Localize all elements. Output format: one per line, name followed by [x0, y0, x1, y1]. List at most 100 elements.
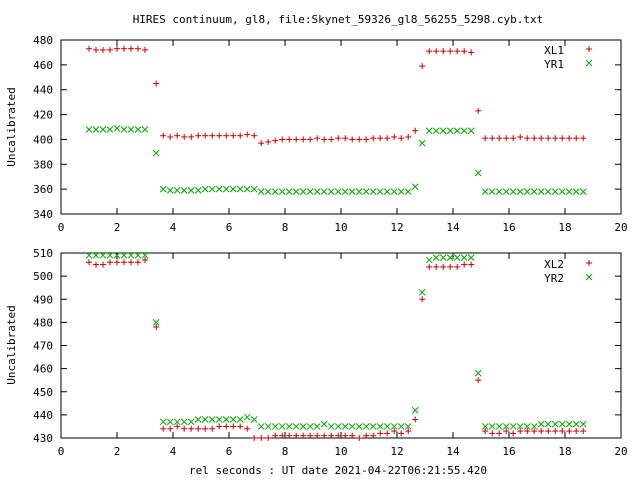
data-point-xl2: [314, 432, 321, 439]
data-point-yr2: [243, 413, 251, 421]
y-tick-label: 450: [33, 386, 53, 399]
data-point-xl1: [209, 132, 216, 139]
data-point-xl2: [552, 428, 559, 435]
data-point-yr1: [425, 127, 433, 135]
data-point-xl2: [482, 428, 489, 435]
data-point-xl2: [293, 432, 300, 439]
data-point-yr2: [327, 423, 335, 430]
data-point-xl2: [100, 261, 106, 268]
data-point-yr1: [134, 126, 142, 133]
data-point-yr2: [229, 416, 237, 423]
data-point-xl2: [321, 432, 328, 439]
data-point-xl1: [447, 48, 454, 55]
data-point-yr2: [271, 423, 279, 430]
data-point-xl1: [202, 132, 209, 139]
data-point-yr1: [432, 127, 440, 135]
data-point-xl1: [216, 132, 223, 139]
data-point-yr2: [376, 423, 384, 430]
data-point-xl1: [398, 135, 405, 142]
y-tick-label: 500: [33, 270, 53, 283]
data-point-xl1: [237, 132, 244, 139]
data-point-yr2: [474, 369, 482, 377]
panel-top-legend: XL1 YR1: [544, 44, 593, 71]
data-point-xl2: [559, 428, 566, 435]
data-point-yr2: [579, 420, 587, 428]
data-point-yr2: [530, 423, 538, 430]
data-point-xl2: [377, 430, 384, 437]
data-point-xl1: [328, 136, 335, 143]
data-point-xl2: [174, 423, 181, 430]
data-point-yr2: [127, 251, 135, 259]
data-point-xl2: [384, 430, 391, 437]
data-point-yr1: [222, 185, 230, 193]
data-point-xl2: [128, 259, 134, 266]
x-tick-label: 18: [558, 221, 571, 234]
data-point-yr2: [565, 420, 573, 428]
data-point-yr1: [292, 188, 300, 195]
data-point-yr1: [481, 188, 489, 195]
data-point-yr2: [488, 423, 496, 430]
legend-marker-yr2: [585, 273, 593, 281]
data-point-yr2: [99, 251, 107, 259]
data-point-xl2: [426, 263, 433, 270]
data-point-xl2: [489, 430, 496, 437]
data-point-xl2: [328, 432, 335, 439]
data-point-xl2: [391, 428, 398, 435]
data-point-xl1: [114, 45, 120, 52]
data-point-yr2: [113, 251, 121, 259]
data-point-yr1: [397, 188, 405, 195]
data-point-xl2: [419, 296, 426, 303]
data-point-yr1: [467, 127, 475, 135]
data-point-yr2: [215, 416, 223, 423]
data-point-yr1: [488, 188, 496, 195]
data-point-yr2: [481, 423, 489, 430]
data-point-yr2: [278, 423, 286, 430]
data-point-yr2: [222, 416, 230, 423]
data-point-xl2: [160, 425, 167, 432]
data-point-yr1: [173, 187, 181, 194]
data-point-yr2: [509, 423, 517, 430]
data-point-xl1: [370, 135, 377, 142]
data-point-yr2: [446, 254, 454, 261]
data-point-xl2: [142, 256, 148, 263]
x-tick-label: 14: [446, 445, 460, 458]
data-point-yr1: [390, 188, 398, 195]
data-point-yr2: [404, 423, 412, 430]
data-point-xl1: [86, 45, 92, 52]
data-point-yr1: [439, 127, 447, 135]
data-point-yr2: [313, 423, 321, 430]
data-point-xl2: [475, 377, 482, 384]
data-point-yr1: [579, 188, 587, 195]
data-point-yr1: [383, 188, 391, 195]
chart-title: HIRES continuum, gl8, file:Skynet_59326_…: [133, 13, 544, 26]
data-point-yr1: [299, 188, 307, 195]
data-point-xl1: [391, 133, 398, 140]
data-point-yr1: [530, 188, 538, 195]
data-point-xl1: [195, 132, 202, 139]
data-point-xl2: [114, 259, 120, 266]
data-point-yr2: [432, 254, 440, 261]
data-point-yr2: [141, 251, 149, 259]
data-point-xl1: [419, 63, 426, 70]
data-point-yr2: [355, 423, 363, 430]
data-point-xl2: [265, 435, 272, 441]
y-tick-label: 460: [33, 363, 53, 376]
data-point-xl2: [503, 428, 510, 435]
data-point-xl1: [363, 136, 370, 143]
legend-label-yr2: YR2: [544, 272, 564, 285]
data-point-xl1: [384, 135, 391, 142]
panel-bottom: Uncalibrated 0 2 4 6 8 10 12 14 16 18 20 430 440 450…: [5, 247, 628, 458]
data-point-yr2: [134, 251, 142, 259]
data-point-xl1: [153, 80, 160, 87]
x-axis-label: rel seconds : UT date 2021-04-22T06:21:5…: [189, 464, 487, 477]
data-point-xl2: [461, 261, 468, 268]
data-point-yr1: [348, 188, 356, 195]
x-tick-label: 6: [226, 221, 233, 234]
data-point-yr1: [85, 126, 93, 133]
data-point-xl2: [524, 428, 531, 435]
y-tick-label: 470: [33, 340, 53, 353]
panel-bottom-ylabel: Uncalibrated: [5, 305, 18, 384]
data-point-xl1: [167, 133, 174, 140]
data-point-xl2: [545, 428, 552, 435]
data-point-yr1: [152, 149, 160, 157]
